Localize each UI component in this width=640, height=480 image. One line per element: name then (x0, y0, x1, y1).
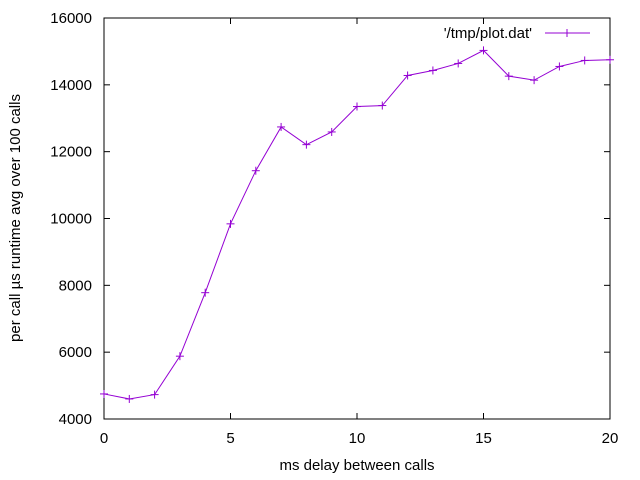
x-axis-label: ms delay between calls (279, 457, 434, 474)
axis-ticks (103, 17, 611, 420)
y-tick-label: 4000 (59, 411, 92, 428)
data-point (302, 140, 311, 149)
data-point (201, 288, 210, 297)
x-tick-label: 15 (475, 430, 492, 447)
data-point (251, 166, 260, 175)
y-tick-labels: 4000 6000 8000 10000 12000 14000 16000 (50, 10, 92, 428)
data-point (479, 46, 488, 55)
data-point (327, 127, 336, 136)
data-point (226, 219, 235, 228)
data-point (530, 76, 539, 85)
legend-label: '/tmp/plot.dat' (444, 25, 532, 42)
data-point (428, 66, 437, 75)
y-tick-label: 14000 (50, 77, 92, 94)
legend: '/tmp/plot.dat' (444, 25, 590, 42)
x-tick-labels: 0 5 10 15 20 (100, 430, 619, 447)
data-point (353, 102, 361, 111)
data-point (580, 56, 589, 65)
y-tick-label: 16000 (50, 10, 92, 27)
data-point (454, 59, 463, 68)
x-tick-label: 10 (349, 430, 366, 447)
x-tick-label: 5 (226, 430, 234, 447)
y-tick-label: 10000 (50, 211, 92, 228)
series-layer (100, 46, 614, 403)
x-tick-label: 20 (602, 430, 619, 447)
data-point (403, 71, 412, 80)
data-point (277, 122, 286, 131)
y-tick-label: 12000 (50, 144, 92, 161)
data-point (555, 62, 564, 71)
data-point (504, 72, 513, 81)
data-point (125, 394, 134, 403)
data-point (100, 389, 108, 398)
y-axis-label: per call µs runtime avg over 100 calls (7, 94, 24, 342)
data-point (150, 390, 159, 399)
y-tick-label: 8000 (59, 277, 92, 294)
x-tick-label: 0 (100, 430, 108, 447)
data-point (175, 352, 184, 361)
y-tick-label: 6000 (59, 344, 92, 361)
legend-marker (563, 29, 571, 37)
data-point (606, 55, 614, 64)
data-point (378, 101, 387, 110)
